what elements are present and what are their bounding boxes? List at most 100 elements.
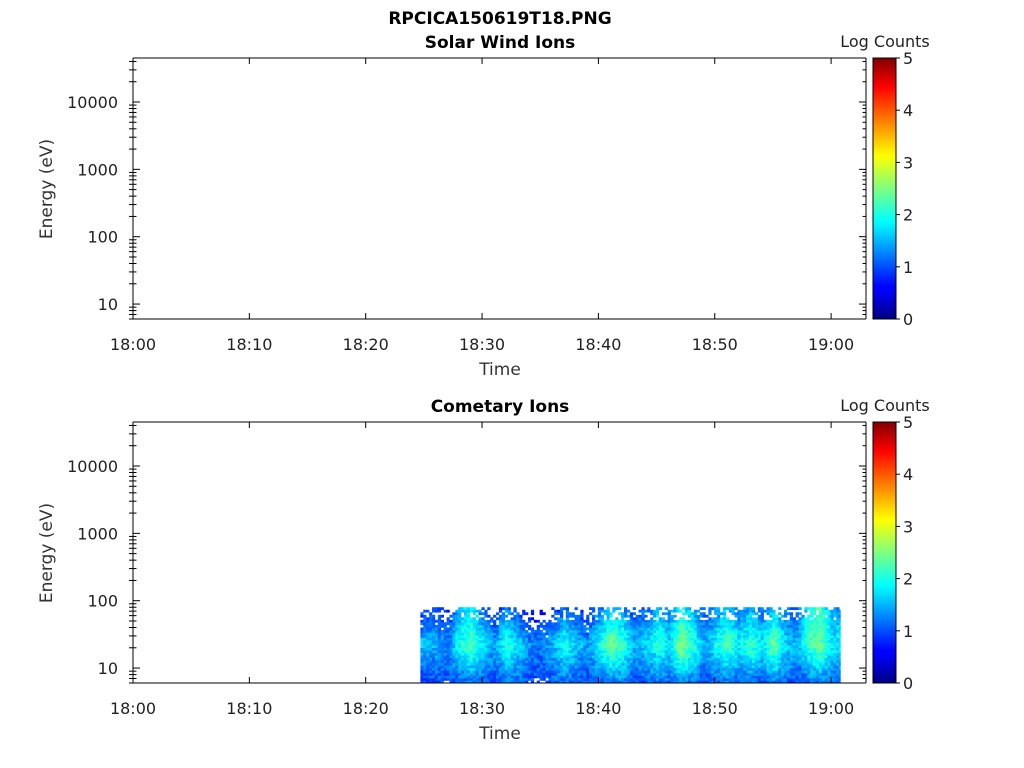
heatmap-cell	[507, 667, 511, 671]
heatmap-cell	[525, 612, 529, 616]
y-tick-label: 100	[87, 228, 118, 247]
heatmap-cell	[539, 670, 543, 674]
heatmap-cell	[653, 672, 657, 676]
heatmap-cell	[560, 612, 564, 616]
heatmap-cell	[539, 672, 543, 676]
heatmap-cell	[650, 652, 654, 656]
heatmap-cell	[682, 635, 686, 638]
heatmap-cell	[786, 652, 791, 656]
heatmap-cell	[638, 637, 642, 641]
heatmap-cell	[458, 612, 462, 616]
heatmap-cell	[432, 624, 436, 628]
heatmap-cell	[644, 655, 648, 659]
heatmap-cell	[743, 609, 747, 613]
heatmap-cell	[554, 612, 558, 616]
heatmap-cell	[586, 675, 590, 679]
heatmap-cell	[769, 612, 773, 616]
heatmap-cell	[594, 622, 599, 626]
heatmap-cell	[429, 680, 433, 683]
heatmap-cell	[498, 619, 503, 623]
heatmap-cell	[763, 629, 767, 633]
heatmap-cell	[658, 640, 663, 643]
heatmap-cell	[824, 627, 828, 631]
heatmap-cell	[562, 624, 567, 628]
heatmap-cell	[510, 612, 514, 616]
heatmap-cell	[490, 627, 494, 631]
heatmap-cell	[734, 652, 738, 656]
heatmap-cell	[769, 652, 773, 656]
heatmap-cell	[533, 657, 538, 661]
heatmap-cell	[583, 680, 587, 683]
heatmap-cell	[827, 622, 831, 626]
heatmap-cell	[702, 614, 706, 618]
heatmap-cell	[757, 632, 762, 636]
heatmap-cell	[571, 622, 575, 626]
heatmap-cell	[597, 645, 602, 648]
heatmap-cell	[577, 622, 581, 626]
heatmap-cell	[772, 640, 776, 643]
heatmap-cell	[749, 624, 753, 628]
heatmap-cell	[504, 680, 508, 683]
heatmap-cell	[594, 662, 599, 666]
heatmap-cell	[655, 667, 660, 671]
heatmap-cell	[542, 645, 546, 648]
heatmap-cell	[437, 652, 442, 656]
heatmap-cell	[629, 619, 634, 623]
heatmap-cell	[618, 657, 622, 661]
heatmap-cell	[676, 672, 680, 676]
heatmap-cell	[478, 647, 482, 651]
heatmap-cell	[783, 665, 788, 669]
heatmap-cell	[743, 642, 747, 646]
heatmap-cell	[775, 667, 779, 671]
heatmap-cell	[769, 640, 773, 643]
heatmap-cell	[682, 677, 686, 681]
heatmap-cell	[751, 650, 756, 653]
heatmap-cell	[693, 640, 698, 643]
heatmap-cell	[536, 637, 540, 641]
heatmap-cell	[821, 635, 825, 638]
heatmap-cell	[731, 657, 735, 661]
heatmap-cell	[722, 612, 727, 616]
heatmap-cell	[498, 622, 503, 626]
heatmap-cell	[635, 619, 639, 623]
heatmap-cell	[798, 667, 802, 671]
heatmap-cell	[571, 677, 575, 681]
heatmap-cell	[560, 667, 564, 671]
heatmap-cell	[580, 680, 584, 683]
heatmap-cell	[778, 667, 782, 671]
heatmap-cell	[496, 647, 500, 651]
heatmap-cell	[714, 680, 718, 683]
heatmap-cell	[818, 675, 823, 679]
heatmap-cell	[551, 657, 555, 661]
heatmap-cell	[600, 647, 604, 651]
heatmap-cell	[621, 612, 625, 616]
heatmap-cell	[781, 640, 785, 643]
heatmap-cell	[778, 677, 782, 681]
heatmap-cell	[551, 680, 555, 683]
heatmap-cell	[682, 667, 686, 671]
heatmap-cell	[638, 657, 642, 661]
heatmap-cell	[641, 655, 645, 659]
heatmap-cell	[583, 619, 587, 623]
heatmap-cell	[687, 677, 692, 681]
heatmap-cell	[600, 645, 604, 648]
heatmap-cell	[466, 624, 471, 628]
heatmap-cell	[603, 657, 607, 661]
heatmap-cell	[818, 677, 823, 681]
heatmap-cell	[554, 650, 558, 653]
heatmap-cell	[481, 677, 485, 681]
heatmap-cell	[589, 677, 593, 681]
heatmap-cell	[632, 657, 636, 661]
heatmap-cell	[655, 637, 660, 641]
heatmap-cell	[813, 672, 817, 676]
heatmap-cell	[795, 650, 799, 653]
heatmap-cell	[493, 657, 497, 661]
heatmap-cell	[475, 624, 479, 628]
heatmap-cell	[629, 645, 634, 648]
heatmap-cell	[461, 617, 465, 621]
heatmap-cell	[722, 645, 727, 648]
heatmap-cell	[542, 677, 546, 681]
heatmap-cell	[789, 652, 793, 656]
heatmap-cell	[580, 622, 584, 626]
heatmap-cell	[612, 667, 616, 671]
